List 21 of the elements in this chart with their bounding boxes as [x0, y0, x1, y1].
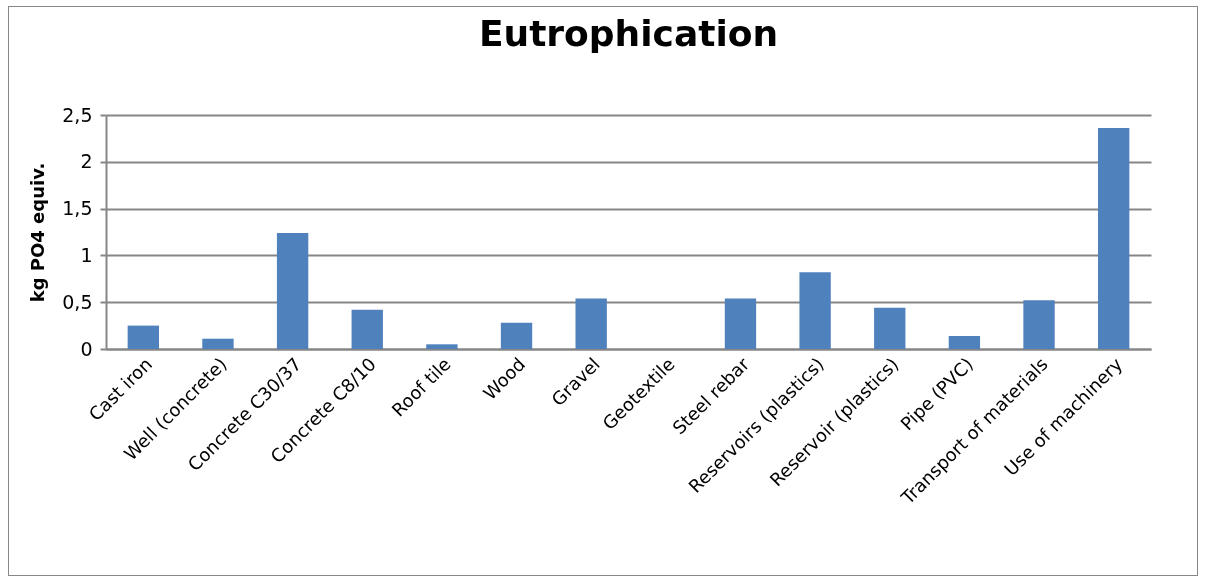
chart-title: Eutrophication: [478, 13, 779, 54]
y-tick-label: 0: [80, 337, 93, 360]
bar: [426, 344, 458, 349]
bar: [276, 232, 309, 349]
y-tick-label: 1: [80, 243, 93, 266]
bar: [1098, 128, 1130, 349]
bar: [127, 325, 159, 349]
bar: [874, 307, 906, 349]
bar: [500, 322, 533, 349]
bar: [948, 335, 981, 349]
bar: [1023, 300, 1055, 349]
bar: [724, 298, 757, 349]
y-tick-label: 2,5: [62, 103, 93, 126]
bar: [575, 298, 607, 349]
bar: [351, 309, 383, 349]
y-tick-label: 2: [80, 150, 93, 173]
y-tick-label: 0,5: [62, 290, 93, 313]
bar: [202, 338, 234, 349]
y-axis-title: kg PO4 equiv.: [27, 162, 49, 303]
y-tick-label: 1,5: [62, 197, 93, 220]
bar: [799, 272, 831, 349]
